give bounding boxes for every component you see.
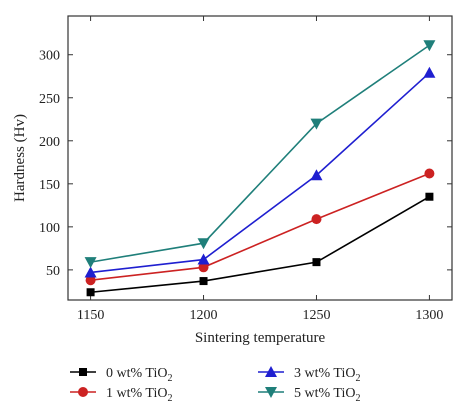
x-axis-title: Sintering temperature [195, 330, 326, 346]
series-3 [85, 40, 436, 268]
y-tick-label: 150 [39, 178, 60, 193]
y-tick-label: 100 [39, 221, 60, 236]
data-point [312, 258, 320, 266]
series-0 [87, 193, 434, 297]
y-tick-label: 50 [46, 264, 60, 279]
legend-label-text: 5 wt% TiO [294, 386, 355, 401]
data-point [423, 67, 435, 78]
x-tick-label: 1150 [77, 308, 104, 323]
legend-label-subscript: 2 [355, 393, 360, 404]
series-2 [85, 67, 436, 278]
x-tick-label: 1200 [190, 308, 218, 323]
legend-label: 3 wt% TiO2 [294, 366, 360, 384]
series-line [91, 45, 430, 262]
legend-label-subscript: 2 [167, 393, 172, 404]
data-point [200, 277, 208, 285]
plot-border [68, 16, 452, 300]
x-tick-label: 1300 [415, 308, 443, 323]
data-point [311, 214, 321, 224]
data-point [198, 254, 210, 265]
axis-ticks: 1150 1200 1250 1300 50 100 150 200 250 300 [39, 16, 452, 323]
y-tick-label: 300 [39, 49, 60, 64]
data-point [424, 168, 434, 178]
data-point [85, 257, 97, 268]
legend-label: 5 wt% TiO2 [294, 386, 360, 404]
legend-label: 0 wt% TiO2 [106, 366, 172, 384]
legend-item: 1 wt% TiO2 [70, 386, 172, 404]
data-point [423, 40, 435, 51]
legend-label-text: 3 wt% TiO [294, 366, 355, 381]
y-tick-label: 250 [39, 92, 60, 107]
legend-label-text: 0 wt% TiO [106, 366, 167, 381]
x-tick-label: 1250 [302, 308, 330, 323]
series-line [91, 197, 430, 293]
legend-label-subscript: 2 [167, 373, 172, 384]
y-axis-title: Hardness (Hv) [12, 114, 28, 202]
legend-label-subscript: 2 [355, 373, 360, 384]
legend-item: 0 wt% TiO2 [70, 366, 172, 384]
legend-marker [78, 387, 88, 397]
data-point [87, 288, 95, 296]
legend-item: 3 wt% TiO2 [258, 366, 360, 384]
y-tick-label: 200 [39, 135, 60, 150]
legend-label-text: 1 wt% TiO [106, 386, 167, 401]
legend-label: 1 wt% TiO2 [106, 386, 172, 404]
legend-item: 5 wt% TiO2 [258, 386, 360, 404]
data-point [425, 193, 433, 201]
plot-area [68, 16, 452, 300]
legend-marker [79, 368, 87, 376]
series-layer [85, 40, 436, 296]
